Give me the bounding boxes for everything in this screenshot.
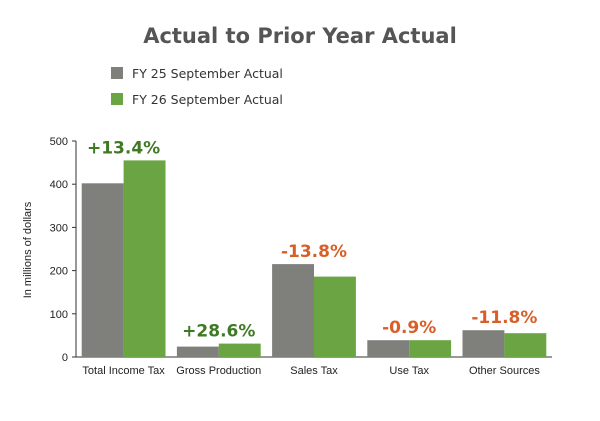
- y-tick-label: 500: [50, 136, 68, 148]
- x-tick-label: Sales Tax: [290, 365, 338, 377]
- y-tick-label: 0: [62, 352, 68, 364]
- bar-fy26: [504, 333, 547, 357]
- change-label: +13.4%: [87, 138, 160, 158]
- legend-swatch-fy25: [111, 67, 123, 79]
- legend-swatch-fy26: [111, 93, 123, 105]
- y-tick-label: 200: [50, 266, 68, 278]
- change-label: +28.6%: [182, 322, 255, 342]
- bar-fy26: [218, 343, 261, 357]
- change-label: -13.8%: [281, 242, 347, 262]
- bar-fy25: [176, 346, 219, 357]
- change-label: -0.9%: [382, 318, 436, 338]
- labels: Total Income Tax +13.4% Gross Production +2…: [82, 138, 540, 377]
- bar-fy25: [81, 183, 124, 357]
- bars: [81, 160, 547, 357]
- bar-fy25: [272, 264, 314, 357]
- legend-label-fy25: FY 25 September Actual: [132, 66, 283, 81]
- y-tick-label: 400: [50, 179, 68, 191]
- bar-fy26: [409, 340, 452, 357]
- y-tick-label: 300: [50, 222, 68, 234]
- bar-fy26: [314, 276, 356, 357]
- chart-title: Actual to Prior Year Actual: [143, 24, 457, 48]
- bar-fy25: [367, 340, 410, 357]
- x-tick-label: Other Sources: [469, 365, 540, 377]
- change-label: -11.8%: [471, 308, 537, 328]
- bar-fy25: [462, 330, 505, 357]
- bar-fy26: [123, 160, 166, 357]
- y-tick-label: 100: [50, 309, 68, 321]
- x-tick-label: Use Tax: [389, 365, 429, 377]
- x-tick-label: Total Income Tax: [82, 365, 165, 377]
- legend: FY 25 September Actual FY 26 September A…: [111, 66, 283, 107]
- x-tick-label: Gross Production: [176, 365, 261, 377]
- y-axis-label: In millions of dollars: [22, 201, 34, 298]
- legend-label-fy26: FY 26 September Actual: [132, 92, 283, 107]
